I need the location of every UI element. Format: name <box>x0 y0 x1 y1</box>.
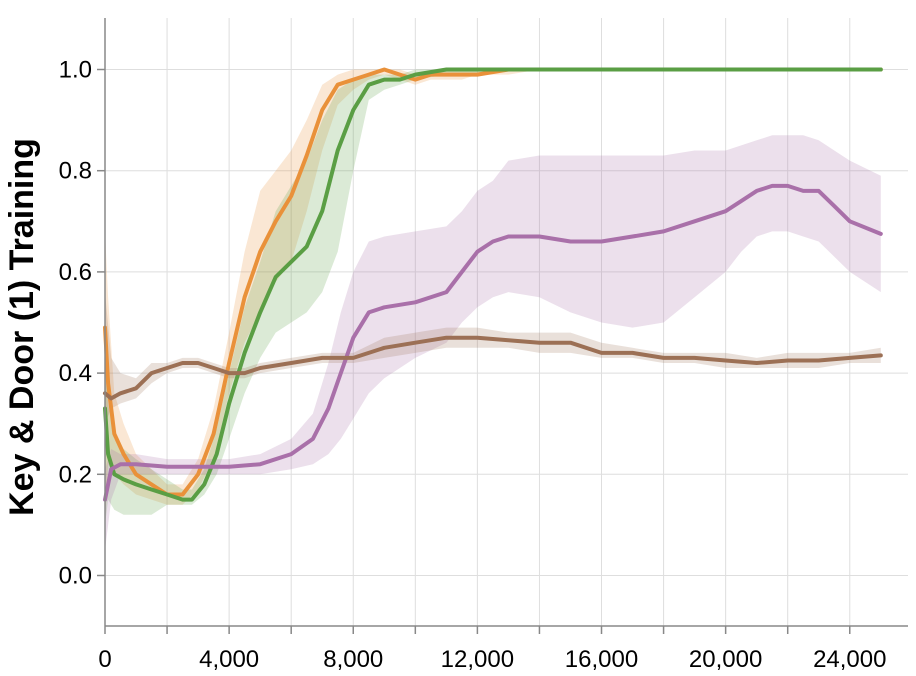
series-3-line <box>103 183 883 502</box>
y-axis-ticks: 0.0 0.2 0.4 0.6 0.8 1.0 <box>59 57 105 590</box>
y-tick-label: 0.0 <box>59 563 92 590</box>
confidence-bands <box>105 69 881 551</box>
series-lines <box>103 67 883 502</box>
x-tick-label: 24,000 <box>813 646 886 673</box>
x-tick-label: 8,000 <box>323 646 383 673</box>
grid-lines <box>105 18 908 626</box>
series-2-band <box>105 69 881 525</box>
series-4-band <box>105 292 881 424</box>
x-axis-ticks: 0 4,000 8,000 12,000 16,000 20,000 24,000 <box>98 626 886 673</box>
series-4-line <box>103 335 883 401</box>
x-tick-label: 0 <box>98 646 111 673</box>
x-tick-label: 12,000 <box>441 646 514 673</box>
y-tick-label: 0.6 <box>59 259 92 286</box>
x-tick-label: 16,000 <box>565 646 638 673</box>
y-tick-label: 0.4 <box>59 360 92 387</box>
y-tick-label: 0.2 <box>59 461 92 488</box>
x-tick-label: 4,000 <box>199 646 259 673</box>
y-axis-title: Key & Door (1) Training <box>3 138 41 516</box>
y-tick-label: 0.8 <box>59 158 92 185</box>
x-tick-label: 20,000 <box>689 646 762 673</box>
series-2-line <box>103 67 883 502</box>
axes <box>104 18 908 627</box>
series-1-band <box>105 69 881 525</box>
y-tick-label: 1.0 <box>59 57 92 84</box>
